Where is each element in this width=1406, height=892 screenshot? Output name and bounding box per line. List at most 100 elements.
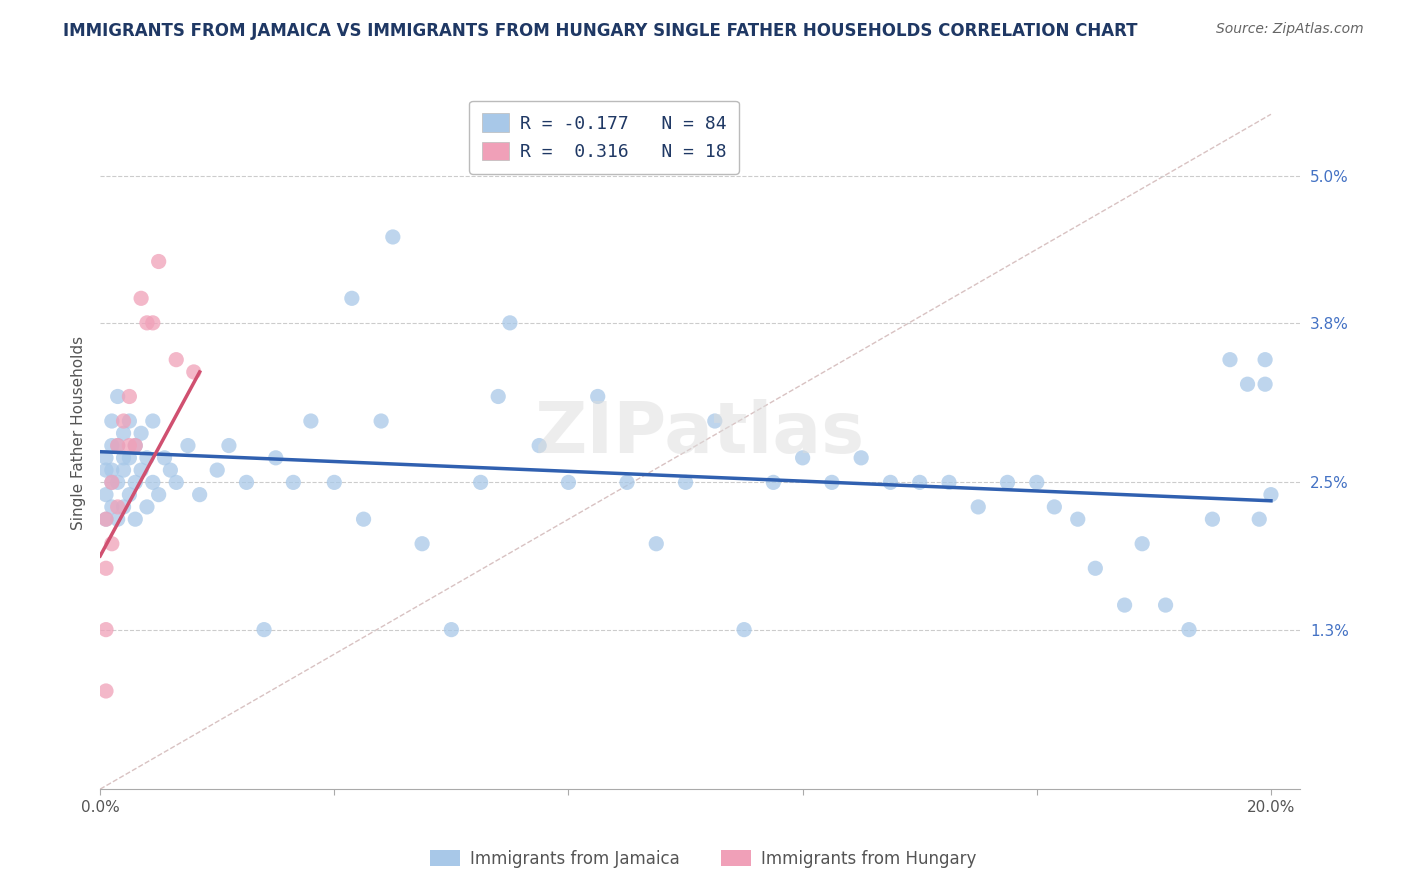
- Point: [205, 463, 228, 477]
- Text: ZIPatlas: ZIPatlas: [536, 399, 865, 467]
- Point: [370, 414, 392, 428]
- Point: [118, 488, 141, 502]
- Point: [94, 561, 117, 575]
- Point: [264, 450, 287, 465]
- Point: [1114, 598, 1136, 612]
- Point: [124, 439, 146, 453]
- Point: [112, 463, 135, 477]
- Point: [94, 684, 117, 698]
- Point: [1249, 512, 1271, 526]
- Point: [733, 623, 755, 637]
- Point: [675, 475, 697, 490]
- Point: [118, 389, 141, 403]
- Point: [118, 439, 141, 453]
- Point: [340, 291, 363, 305]
- Point: [101, 475, 124, 490]
- Point: [107, 512, 129, 526]
- Point: [299, 414, 322, 428]
- Point: [94, 623, 117, 637]
- Point: [381, 230, 404, 244]
- Point: [235, 475, 257, 490]
- Point: [938, 475, 960, 490]
- Point: [586, 389, 609, 403]
- Point: [792, 450, 814, 465]
- Point: [1025, 475, 1047, 490]
- Point: [1130, 537, 1153, 551]
- Point: [1084, 561, 1107, 575]
- Legend: R = -0.177   N = 84, R =  0.316   N = 18: R = -0.177 N = 84, R = 0.316 N = 18: [470, 101, 740, 174]
- Point: [142, 414, 165, 428]
- Point: [353, 512, 375, 526]
- Point: [821, 475, 844, 490]
- Point: [879, 475, 901, 490]
- Point: [107, 439, 129, 453]
- Point: [967, 500, 990, 514]
- Point: [703, 414, 725, 428]
- Point: [112, 450, 135, 465]
- Point: [283, 475, 305, 490]
- Point: [118, 450, 141, 465]
- Point: [177, 439, 200, 453]
- Point: [1178, 623, 1201, 637]
- Legend: Immigrants from Jamaica, Immigrants from Hungary: Immigrants from Jamaica, Immigrants from…: [423, 844, 983, 875]
- Y-axis label: Single Father Households: Single Father Households: [72, 336, 86, 531]
- Point: [101, 537, 124, 551]
- Point: [165, 352, 187, 367]
- Point: [411, 537, 433, 551]
- Point: [218, 439, 240, 453]
- Point: [112, 426, 135, 441]
- Point: [136, 450, 159, 465]
- Point: [1236, 377, 1258, 392]
- Point: [101, 439, 124, 453]
- Point: [1254, 352, 1277, 367]
- Point: [148, 488, 170, 502]
- Point: [107, 500, 129, 514]
- Point: [253, 623, 276, 637]
- Point: [136, 500, 159, 514]
- Point: [118, 414, 141, 428]
- Point: [908, 475, 931, 490]
- Point: [107, 475, 129, 490]
- Point: [142, 475, 165, 490]
- Point: [129, 463, 152, 477]
- Point: [470, 475, 492, 490]
- Point: [129, 291, 152, 305]
- Point: [997, 475, 1019, 490]
- Point: [101, 475, 124, 490]
- Point: [440, 623, 463, 637]
- Point: [129, 426, 152, 441]
- Point: [107, 439, 129, 453]
- Point: [101, 414, 124, 428]
- Point: [136, 316, 159, 330]
- Point: [1067, 512, 1090, 526]
- Point: [124, 439, 146, 453]
- Point: [124, 512, 146, 526]
- Point: [94, 512, 117, 526]
- Point: [107, 389, 129, 403]
- Point: [148, 254, 170, 268]
- Point: [101, 463, 124, 477]
- Point: [101, 500, 124, 514]
- Point: [94, 488, 117, 502]
- Point: [849, 450, 872, 465]
- Text: IMMIGRANTS FROM JAMAICA VS IMMIGRANTS FROM HUNGARY SINGLE FATHER HOUSEHOLDS CORR: IMMIGRANTS FROM JAMAICA VS IMMIGRANTS FR…: [63, 22, 1137, 40]
- Point: [527, 439, 550, 453]
- Point: [762, 475, 785, 490]
- Point: [1201, 512, 1223, 526]
- Point: [112, 414, 135, 428]
- Point: [94, 512, 117, 526]
- Point: [112, 500, 135, 514]
- Point: [188, 488, 211, 502]
- Point: [1219, 352, 1241, 367]
- Point: [165, 475, 187, 490]
- Point: [1154, 598, 1177, 612]
- Point: [1043, 500, 1066, 514]
- Point: [323, 475, 346, 490]
- Point: [486, 389, 509, 403]
- Point: [94, 450, 117, 465]
- Point: [645, 537, 668, 551]
- Point: [557, 475, 579, 490]
- Point: [159, 463, 181, 477]
- Point: [499, 316, 522, 330]
- Point: [183, 365, 205, 379]
